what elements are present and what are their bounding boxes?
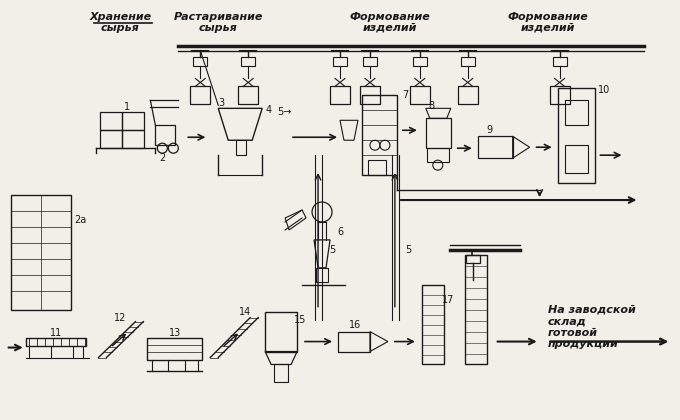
- Bar: [564, 100, 588, 125]
- Text: 14: 14: [239, 307, 252, 317]
- Bar: [427, 148, 449, 162]
- Bar: [464, 255, 487, 365]
- Bar: [122, 112, 144, 130]
- Bar: [461, 57, 475, 66]
- Bar: [368, 160, 386, 175]
- Text: 5: 5: [329, 245, 335, 255]
- Text: 4: 4: [265, 105, 271, 116]
- Bar: [236, 140, 246, 155]
- Bar: [148, 338, 202, 360]
- Bar: [558, 88, 596, 183]
- Bar: [466, 255, 479, 263]
- Text: 12: 12: [114, 312, 126, 323]
- Text: Формование: Формование: [507, 12, 588, 22]
- Bar: [316, 268, 328, 282]
- Bar: [422, 285, 444, 365]
- Text: 5: 5: [405, 245, 411, 255]
- Bar: [553, 57, 566, 66]
- Text: 10: 10: [598, 85, 611, 95]
- Bar: [26, 338, 86, 346]
- Bar: [333, 57, 347, 66]
- Text: изделий: изделий: [362, 23, 417, 33]
- Bar: [360, 87, 380, 104]
- Text: 13: 13: [169, 328, 182, 338]
- Text: 5→: 5→: [277, 108, 291, 117]
- Bar: [363, 57, 377, 66]
- Bar: [458, 87, 478, 104]
- Bar: [265, 312, 297, 352]
- Bar: [410, 87, 430, 104]
- Text: 7: 7: [402, 90, 408, 100]
- Bar: [426, 118, 451, 148]
- Text: 11: 11: [50, 328, 62, 338]
- Text: 17: 17: [441, 295, 454, 304]
- Text: На заводской
склад
готовой
продукции: На заводской склад готовой продукции: [547, 304, 635, 349]
- Bar: [101, 112, 122, 130]
- Bar: [413, 57, 427, 66]
- Text: Формование: Формование: [350, 12, 430, 22]
- Bar: [241, 57, 255, 66]
- Text: 16: 16: [349, 320, 361, 330]
- Text: 15: 15: [294, 315, 306, 325]
- Text: Хранение: Хранение: [89, 12, 152, 22]
- Text: 8: 8: [429, 101, 435, 111]
- Bar: [193, 57, 207, 66]
- Bar: [11, 195, 71, 310]
- Text: 6: 6: [337, 227, 343, 237]
- Text: Растаривание: Растаривание: [173, 12, 263, 22]
- Bar: [238, 87, 258, 104]
- Bar: [338, 332, 370, 352]
- Text: 2: 2: [159, 153, 165, 163]
- Bar: [478, 136, 513, 158]
- Text: 2а: 2а: [74, 215, 86, 225]
- Bar: [190, 87, 210, 104]
- Text: 3: 3: [218, 98, 224, 108]
- Bar: [564, 145, 588, 173]
- Bar: [155, 125, 175, 145]
- Bar: [330, 87, 350, 104]
- Text: сырья: сырья: [101, 23, 140, 33]
- Text: 9: 9: [487, 125, 493, 135]
- Bar: [362, 95, 397, 175]
- Bar: [101, 130, 122, 148]
- Text: изделий: изделий: [520, 23, 575, 33]
- Bar: [122, 130, 144, 148]
- Text: 1: 1: [124, 102, 131, 112]
- Text: сырья: сырья: [199, 23, 237, 33]
- Bar: [549, 87, 570, 104]
- Bar: [274, 365, 288, 383]
